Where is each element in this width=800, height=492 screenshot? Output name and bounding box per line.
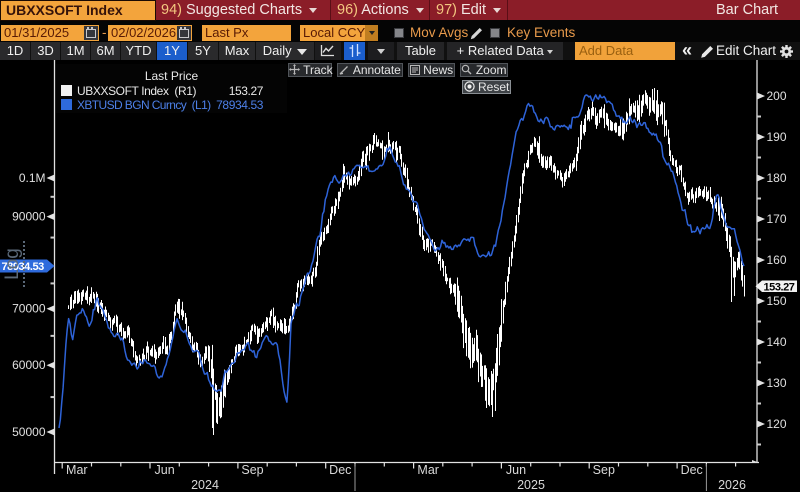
svg-text:160: 160 <box>767 253 787 267</box>
svg-text:Sep: Sep <box>593 463 615 477</box>
svg-text:50000: 50000 <box>12 425 46 439</box>
svg-text:0.1M: 0.1M <box>19 171 46 185</box>
svg-text:180: 180 <box>767 171 787 185</box>
svg-text:2025: 2025 <box>517 478 545 492</box>
svg-text:Dec: Dec <box>681 463 703 477</box>
svg-text:Mar: Mar <box>417 463 439 477</box>
svg-text:153.27: 153.27 <box>764 281 795 293</box>
svg-text:140: 140 <box>767 335 787 349</box>
svg-text:150: 150 <box>767 294 787 308</box>
svg-text:170: 170 <box>767 212 787 226</box>
svg-text:Jun: Jun <box>155 463 175 477</box>
svg-text:Jun: Jun <box>506 463 526 477</box>
svg-text:200: 200 <box>767 89 787 103</box>
svg-text:Dec: Dec <box>329 463 351 477</box>
svg-text:120: 120 <box>767 417 787 431</box>
svg-text:90000: 90000 <box>12 210 46 224</box>
svg-text:60000: 60000 <box>12 358 46 372</box>
svg-text:130: 130 <box>767 376 787 390</box>
svg-text:78934.53: 78934.53 <box>2 261 45 273</box>
svg-text:190: 190 <box>767 130 787 144</box>
svg-text:2026: 2026 <box>718 478 746 492</box>
svg-text:Mar: Mar <box>66 463 88 477</box>
svg-text:Sep: Sep <box>241 463 263 477</box>
svg-text:2024: 2024 <box>191 478 219 492</box>
svg-text:70000: 70000 <box>12 302 46 316</box>
